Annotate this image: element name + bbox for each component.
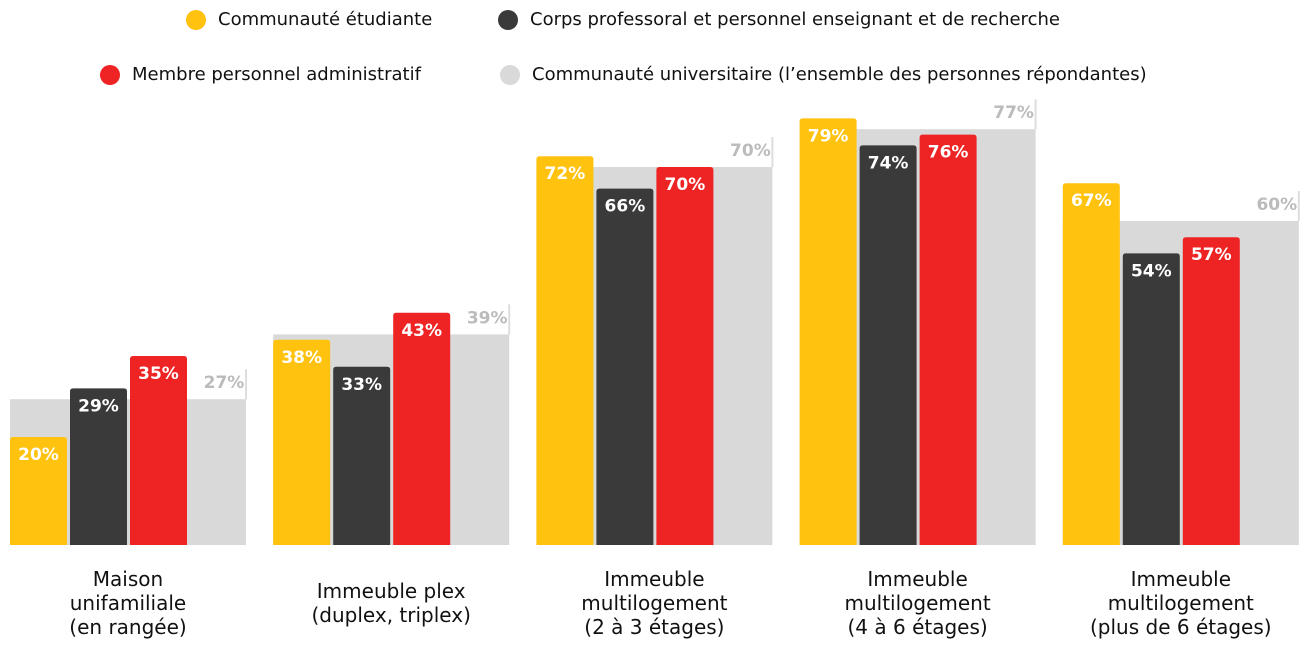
bar xyxy=(130,356,187,545)
value-label: 79% xyxy=(808,126,849,146)
value-label-overall: 77% xyxy=(993,103,1034,123)
value-label-overall: 27% xyxy=(204,373,245,393)
bar xyxy=(1062,183,1120,545)
value-label: 33% xyxy=(341,375,382,395)
legend-swatch xyxy=(186,10,206,30)
x-tick-label: Maison unifamiliale (en rangée) xyxy=(69,567,186,639)
legend-swatch xyxy=(498,10,518,30)
x-tick-label: Immeuble multilogement (2 à 3 étages) xyxy=(581,567,727,639)
value-label: 54% xyxy=(1131,261,1172,281)
value-label: 35% xyxy=(138,364,179,384)
bar xyxy=(333,366,391,545)
bar xyxy=(273,339,331,545)
legend-label: Corps professoral et personnel enseignan… xyxy=(530,9,1060,30)
value-label: 76% xyxy=(928,143,969,163)
value-label: 70% xyxy=(665,175,706,195)
legend-swatch xyxy=(100,65,120,85)
bar xyxy=(1182,237,1240,545)
bar xyxy=(919,134,977,545)
value-label-overall: 39% xyxy=(467,308,508,328)
bar xyxy=(596,188,654,545)
value-label: 29% xyxy=(78,396,119,416)
bar xyxy=(799,118,857,546)
bar xyxy=(859,145,917,545)
value-label: 66% xyxy=(605,197,646,217)
value-label: 57% xyxy=(1191,245,1232,265)
value-label: 72% xyxy=(545,164,586,184)
value-label: 20% xyxy=(18,445,59,465)
legend-label: Communauté universitaire (l’ensemble des… xyxy=(532,64,1147,85)
value-label-overall: 70% xyxy=(730,141,771,161)
value-label: 38% xyxy=(281,348,322,368)
value-label-overall: 60% xyxy=(1256,195,1297,215)
value-label: 67% xyxy=(1071,191,1112,211)
bar xyxy=(1122,253,1180,545)
bar xyxy=(70,388,127,545)
bar xyxy=(393,312,451,545)
bar xyxy=(656,167,714,545)
x-tick-label: Immeuble plex (duplex, triplex) xyxy=(311,579,470,627)
bar xyxy=(536,156,594,545)
bar xyxy=(10,437,67,545)
legend-label: Membre personnel administratif xyxy=(132,64,422,85)
legend-label: Communauté étudiante xyxy=(218,9,432,30)
value-label: 43% xyxy=(401,321,442,341)
x-tick-label: Immeuble multilogement (plus de 6 étages) xyxy=(1090,567,1272,639)
legend-swatch xyxy=(500,65,520,85)
value-label: 74% xyxy=(868,153,909,173)
x-tick-label: Immeuble multilogement (4 à 6 étages) xyxy=(844,567,990,639)
